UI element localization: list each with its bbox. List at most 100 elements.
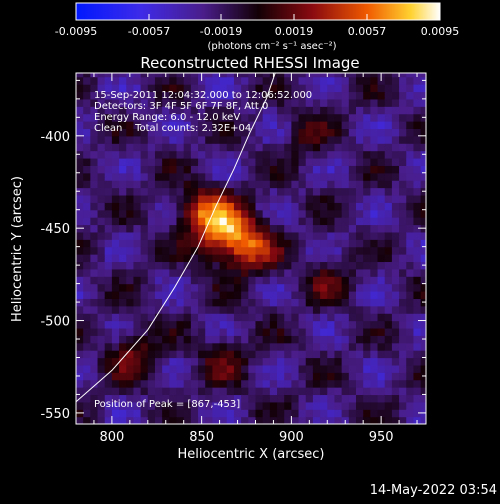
heatmap-cell — [277, 298, 285, 307]
heatmap-cell — [126, 350, 135, 359]
heatmap-cell — [341, 180, 350, 189]
heatmap-cell — [198, 394, 206, 403]
heatmap-cell — [97, 254, 106, 263]
heatmap-cell — [104, 261, 113, 270]
heatmap-cell — [320, 187, 328, 196]
heatmap-cell — [248, 91, 257, 100]
heatmap-cell — [154, 143, 163, 152]
heatmap-cell — [320, 335, 328, 344]
heatmap-cell — [241, 157, 249, 166]
heatmap-cell — [248, 73, 257, 78]
heatmap-cell — [384, 172, 393, 181]
heatmap-cell — [162, 372, 170, 381]
heatmap-cell — [341, 327, 350, 336]
heatmap-cell — [241, 113, 249, 122]
heatmap-cell — [126, 113, 135, 122]
heatmap-cell — [147, 73, 156, 78]
heatmap-cell — [312, 401, 321, 410]
heatmap-cell — [384, 290, 393, 299]
heatmap-cell — [305, 76, 314, 85]
heatmap-cell — [277, 394, 285, 403]
heatmap-cell — [104, 394, 113, 403]
heatmap-cell — [97, 416, 106, 424]
heatmap-cell — [420, 172, 426, 181]
heatmap-cell — [90, 298, 99, 307]
heatmap-cell — [305, 172, 314, 181]
heatmap-cell — [140, 387, 149, 396]
heatmap-cell — [233, 194, 242, 203]
heatmap-cell — [119, 254, 127, 263]
heatmap-cell — [363, 135, 371, 144]
heatmap-cell — [277, 387, 285, 396]
heatmap-cell — [377, 246, 386, 255]
heatmap-cell — [241, 180, 249, 189]
heatmap-cell — [277, 76, 285, 85]
heatmap-cell — [104, 246, 113, 255]
heatmap-cell — [348, 84, 357, 93]
heatmap-cell — [406, 394, 415, 403]
heatmap-cell — [97, 121, 106, 130]
heatmap-cell — [269, 224, 278, 233]
heatmap-cell — [399, 128, 407, 137]
heatmap-cell — [233, 283, 242, 292]
heatmap-cell — [133, 106, 142, 115]
heatmap-cell — [269, 150, 278, 159]
heatmap-cell — [327, 135, 336, 144]
heatmap-cell — [104, 364, 113, 373]
heatmap-cell — [140, 401, 149, 410]
heatmap-cell — [111, 364, 120, 373]
heatmap-cell — [420, 254, 426, 263]
heatmap-cell — [83, 84, 91, 93]
heatmap-cell — [162, 224, 170, 233]
heatmap-cell — [176, 113, 185, 122]
heatmap-cell — [111, 128, 120, 137]
heatmap-cell — [356, 194, 364, 203]
heatmap-cell — [83, 364, 91, 373]
heatmap-cell — [226, 261, 235, 270]
heatmap-cell — [305, 165, 314, 174]
heatmap-cell — [198, 379, 206, 388]
heatmap-cell — [90, 224, 99, 233]
heatmap-cell — [97, 231, 106, 240]
heatmap-cell — [420, 246, 426, 255]
heatmap-cell — [183, 239, 192, 248]
heatmap-cell — [348, 217, 357, 226]
heatmap-cell — [76, 254, 84, 263]
heatmap-cell — [284, 327, 292, 336]
heatmap-cell — [391, 372, 400, 381]
heatmap-cell — [226, 342, 235, 351]
heatmap-cell — [327, 224, 336, 233]
heatmap-cell — [420, 320, 426, 329]
heatmap-cell — [83, 313, 91, 322]
heatmap-cell — [269, 194, 278, 203]
heatmap-cell — [334, 298, 343, 307]
heatmap-cell — [399, 209, 407, 218]
heatmap-cell — [363, 246, 371, 255]
heatmap-cell — [198, 261, 206, 270]
heatmap-cell — [391, 76, 400, 85]
heatmap-cell — [140, 246, 149, 255]
heatmap-cell — [284, 165, 292, 174]
heatmap-cell — [384, 98, 393, 107]
heatmap-cell — [233, 342, 242, 351]
heatmap-cell — [226, 372, 235, 381]
heatmap-cell — [176, 320, 185, 329]
heatmap-cell — [83, 113, 91, 122]
heatmap-cell — [241, 172, 249, 181]
heatmap-cell — [248, 135, 257, 144]
heatmap-cell — [241, 305, 249, 314]
heatmap-cell — [219, 416, 228, 424]
heatmap-cell — [219, 394, 228, 403]
heatmap-cell — [255, 387, 264, 396]
heatmap-cell — [154, 394, 163, 403]
heatmap-cell — [399, 231, 407, 240]
heatmap-cell — [298, 313, 307, 322]
heatmap-cell — [420, 98, 426, 107]
heatmap-cell — [83, 394, 91, 403]
heatmap-cell — [327, 305, 336, 314]
heatmap-cell — [334, 84, 343, 93]
info-time-range: 15-Sep-2011 12:04:32.000 to 12:06:52.000 — [94, 90, 312, 101]
heatmap-cell — [119, 261, 127, 270]
heatmap-cell — [241, 135, 249, 144]
heatmap-cell — [176, 239, 185, 248]
